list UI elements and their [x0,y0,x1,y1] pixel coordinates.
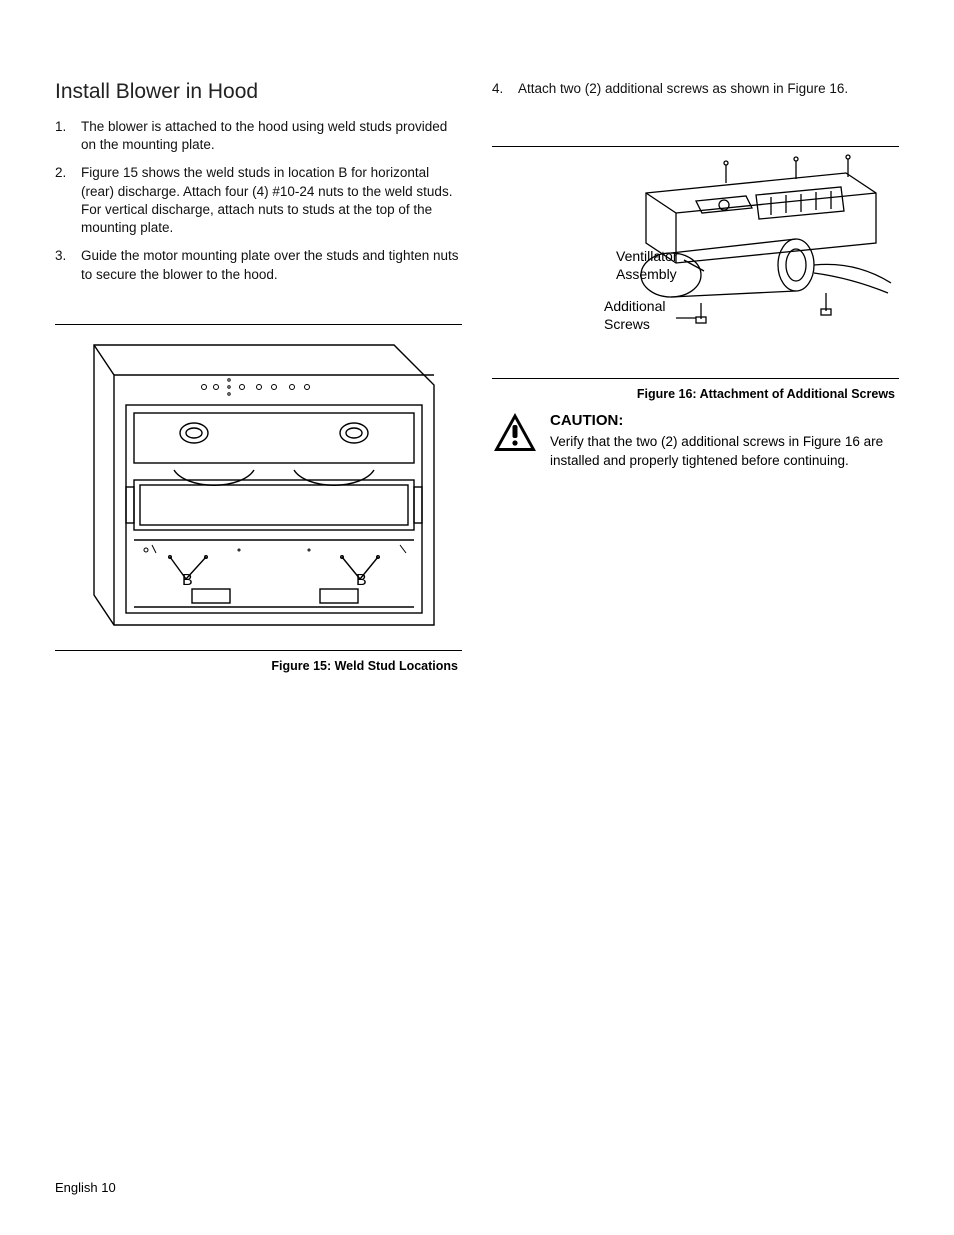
step-item: Figure 15 shows the weld studs in locati… [55,164,462,237]
fig15-label-b-right: B [356,572,367,589]
figure-15-box: B B [55,324,462,651]
page-footer: English 10 [55,1180,116,1195]
caution-body: Verify that the two (2) additional screw… [550,433,899,469]
step-item: Attach two (2) additional screws as show… [492,80,899,98]
step-item: Guide the motor mounting plate over the … [55,247,462,283]
fig15-label-b-left: B [182,572,193,589]
caution-heading: CAUTION: [550,411,899,431]
left-column: Install Blower in Hood The blower is att… [55,80,462,673]
figure-16-box: Ventillator Assembly Additional Screws [492,146,899,379]
fig16-label-assembly: Assembly [616,266,677,282]
figure-16-diagram: Ventillator Assembly Additional Screws [496,153,896,363]
right-column: Attach two (2) additional screws as show… [492,80,899,673]
fig16-label-additional: Additional [604,298,666,314]
fig16-label-screws: Screws [604,316,650,332]
steps-right: Attach two (2) additional screws as show… [492,80,899,98]
warning-icon [492,411,538,470]
caution-text: CAUTION: Verify that the two (2) additio… [550,411,899,470]
figure-15-diagram: B B [74,335,444,635]
caution-block: CAUTION: Verify that the two (2) additio… [492,411,899,470]
figure-15-caption: Figure 15: Weld Stud Locations [55,659,462,673]
fig16-label-ventillator: Ventillator [616,248,678,264]
section-title: Install Blower in Hood [55,80,462,104]
steps-left: The blower is attached to the hood using… [55,118,462,284]
step-item: The blower is attached to the hood using… [55,118,462,154]
figure-16-caption: Figure 16: Attachment of Additional Scre… [492,387,899,401]
two-column-layout: Install Blower in Hood The blower is att… [55,80,899,673]
